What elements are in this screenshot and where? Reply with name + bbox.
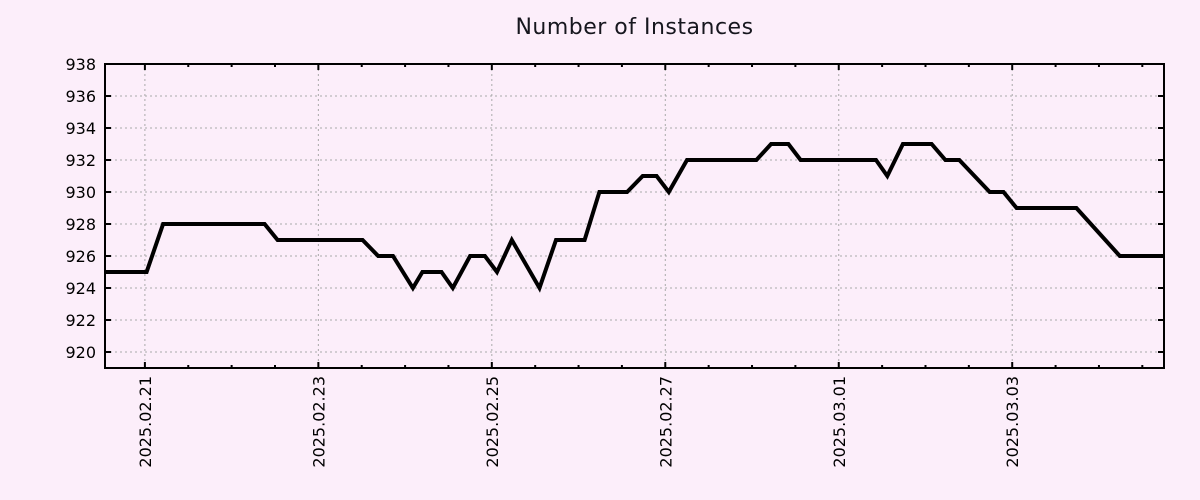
chart-title: Number of Instances xyxy=(515,15,754,40)
y-tick-label: 930 xyxy=(65,183,96,202)
y-tick-label: 924 xyxy=(65,279,96,298)
y-tick-label: 936 xyxy=(65,87,96,106)
y-tick-label: 932 xyxy=(65,151,96,170)
y-tick-label: 920 xyxy=(65,343,96,362)
y-tick-label: 922 xyxy=(65,311,96,330)
plot-border xyxy=(104,63,1165,369)
x-tick-label: 2025.03.01 xyxy=(830,376,849,468)
x-tick-label: 2025.02.23 xyxy=(309,376,328,468)
y-tick-label: 928 xyxy=(65,215,96,234)
data-series-line xyxy=(105,142,1164,293)
y-tick-label: 938 xyxy=(65,55,96,74)
x-tick-label: 2025.03.03 xyxy=(1003,376,1022,468)
y-tick-label: 926 xyxy=(65,247,96,266)
x-tick-label: 2025.02.27 xyxy=(656,376,675,468)
x-tick-label: 2025.02.25 xyxy=(483,376,502,468)
y-tick-label: 934 xyxy=(65,119,96,138)
x-tick-label: 2025.02.21 xyxy=(136,376,155,468)
